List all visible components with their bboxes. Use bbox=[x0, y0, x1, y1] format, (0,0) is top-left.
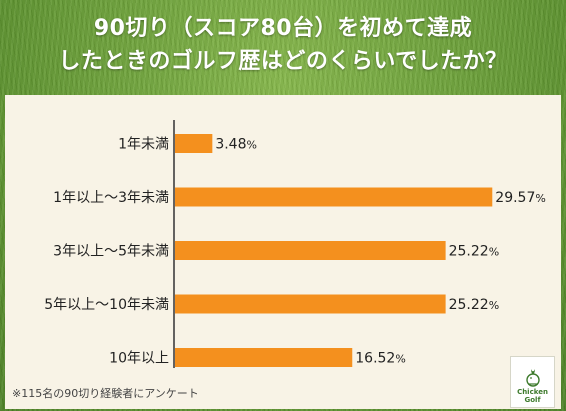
value-number: 25.22 bbox=[449, 244, 489, 260]
value-number: 3.48 bbox=[215, 137, 246, 153]
value-number: 29.57 bbox=[495, 190, 535, 206]
value-label: 25.22% bbox=[449, 244, 500, 260]
chicken-golf-logo: Chicken Golf bbox=[510, 356, 555, 408]
value-unit: % bbox=[395, 353, 405, 366]
category-label: 3年以上〜5年未満 bbox=[53, 244, 169, 260]
survey-footnote: ※115名の90切り経験者にアンケート bbox=[12, 387, 199, 400]
title-line-2: したときのゴルフ歴はどのくらいでしたか？ bbox=[58, 49, 508, 74]
category-label: 10年以上 bbox=[109, 351, 169, 367]
bar bbox=[175, 241, 446, 260]
category-label: 1年以上〜3年未満 bbox=[53, 190, 169, 206]
value-number: 16.52 bbox=[355, 351, 395, 367]
category-label: 5年以上〜10年未満 bbox=[44, 297, 169, 313]
value-unit: % bbox=[247, 139, 257, 152]
value-label: 29.57% bbox=[495, 190, 546, 206]
bar bbox=[175, 134, 213, 153]
value-unit: % bbox=[535, 192, 545, 205]
bar bbox=[175, 348, 353, 367]
category-label: 1年未満 bbox=[118, 137, 169, 153]
title-line-1: 90切り（スコア80台）を初めて達成 bbox=[93, 16, 473, 41]
bar bbox=[175, 187, 493, 207]
logo-text-line-2: Golf bbox=[524, 396, 541, 404]
bar bbox=[175, 294, 446, 314]
logo-text-line-1: Chicken bbox=[517, 388, 548, 396]
value-unit: % bbox=[489, 299, 499, 312]
chart-title: 90切り（スコア80台）を初めて達成 したときのゴルフ歴はどのくらいでしたか？ bbox=[0, 12, 566, 78]
value-unit: % bbox=[489, 246, 499, 259]
value-label: 16.52% bbox=[355, 351, 406, 367]
chicken-icon bbox=[525, 369, 540, 387]
value-label: 25.22% bbox=[449, 297, 500, 313]
value-label: 3.48% bbox=[215, 137, 257, 153]
value-number: 25.22 bbox=[449, 297, 489, 313]
